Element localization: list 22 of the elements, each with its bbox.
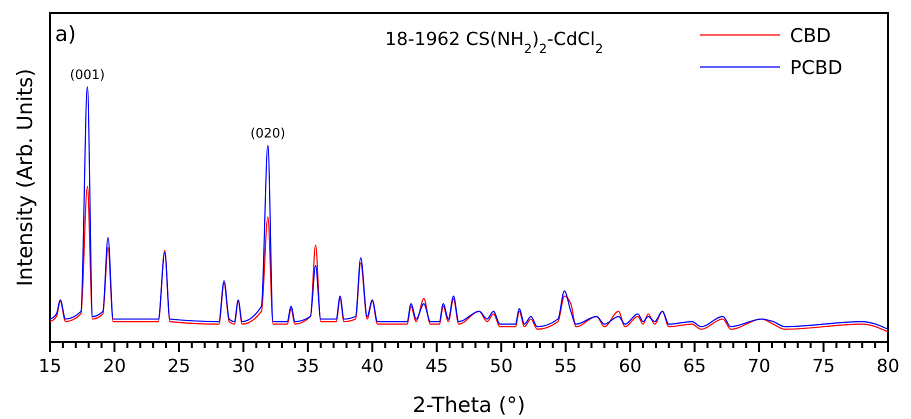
x-tick-label: 80 — [876, 356, 900, 377]
x-tick-label: 25 — [167, 356, 190, 377]
x-tick-label: 30 — [232, 356, 255, 377]
x-tick-label: 65 — [683, 356, 706, 377]
x-tick-label: 70 — [748, 356, 771, 377]
text: 18-1962 CS(NH$_{2}$)$_{2}$-CdCl$_{2}$ — [385, 29, 604, 56]
text: a) — [55, 22, 76, 46]
annotation: (001) — [70, 68, 105, 83]
y-axis-title: Intensity (Arb. Units) — [13, 68, 37, 286]
x-tick-label: 15 — [38, 356, 62, 377]
annotation: (020) — [250, 126, 286, 142]
legend-label: CBD — [790, 25, 831, 47]
x-tick-label: 40 — [360, 356, 384, 377]
x-tick-label: 75 — [812, 356, 835, 377]
x-tick-label: 35 — [296, 356, 320, 377]
x-tick-label: 50 — [490, 356, 513, 377]
x-tick-label: 20 — [103, 356, 126, 377]
x-tick-label: 55 — [554, 356, 578, 377]
x-tick-label: 45 — [425, 356, 448, 377]
x-tick-label: 60 — [618, 356, 642, 377]
x-axis-title: 2-Theta (°) — [412, 393, 526, 417]
legend-label: PCBD — [790, 57, 842, 79]
